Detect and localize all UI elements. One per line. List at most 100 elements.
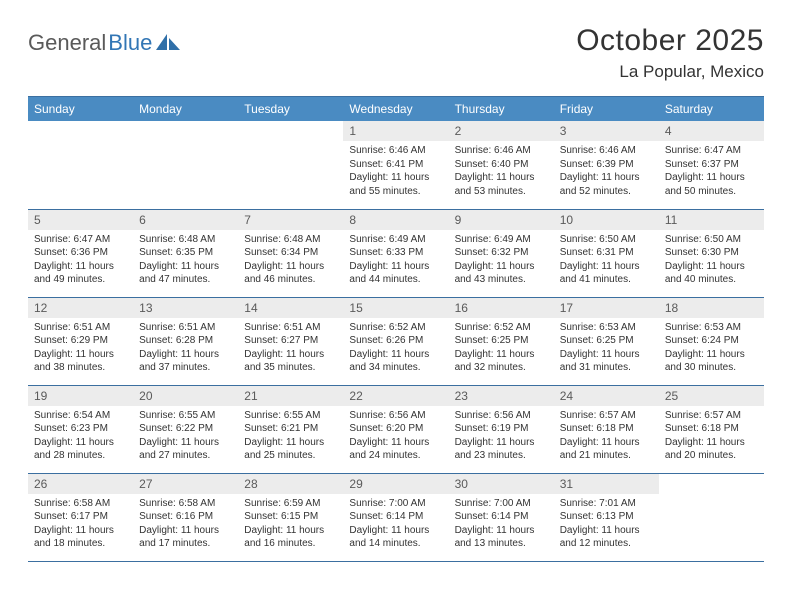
day-number: 14: [238, 298, 343, 318]
day-details: Sunrise: 6:56 AMSunset: 6:19 PMDaylight:…: [449, 406, 554, 467]
day-details: Sunrise: 6:48 AMSunset: 6:34 PMDaylight:…: [238, 230, 343, 291]
day-details: Sunrise: 6:52 AMSunset: 6:26 PMDaylight:…: [343, 318, 448, 379]
calendar-table: Sunday Monday Tuesday Wednesday Thursday…: [28, 96, 764, 562]
day-number: 13: [133, 298, 238, 318]
brand-word2: Blue: [108, 30, 152, 56]
sunset-line: Sunset: 6:33 PM: [349, 246, 442, 260]
day-details: Sunrise: 6:55 AMSunset: 6:21 PMDaylight:…: [238, 406, 343, 467]
day-number: [133, 121, 238, 127]
sunrise-line: Sunrise: 6:54 AM: [34, 409, 127, 423]
daylight-line: Daylight: 11 hours and 34 minutes.: [349, 348, 442, 375]
daylight-line: Daylight: 11 hours and 31 minutes.: [560, 348, 653, 375]
calendar-cell: 26Sunrise: 6:58 AMSunset: 6:17 PMDayligh…: [28, 473, 133, 561]
daylight-line: Daylight: 11 hours and 27 minutes.: [139, 436, 232, 463]
weekday-heading: Wednesday: [343, 97, 448, 122]
calendar-week-row: 12Sunrise: 6:51 AMSunset: 6:29 PMDayligh…: [28, 297, 764, 385]
calendar-cell: 22Sunrise: 6:56 AMSunset: 6:20 PMDayligh…: [343, 385, 448, 473]
sunset-line: Sunset: 6:14 PM: [349, 510, 442, 524]
sunset-line: Sunset: 6:29 PM: [34, 334, 127, 348]
daylight-line: Daylight: 11 hours and 13 minutes.: [455, 524, 548, 551]
weekday-heading: Sunday: [28, 97, 133, 122]
daylight-line: Daylight: 11 hours and 12 minutes.: [560, 524, 653, 551]
day-details: Sunrise: 6:46 AMSunset: 6:40 PMDaylight:…: [449, 141, 554, 202]
sunrise-line: Sunrise: 6:49 AM: [455, 233, 548, 247]
day-number: 19: [28, 386, 133, 406]
calendar-week-row: 5Sunrise: 6:47 AMSunset: 6:36 PMDaylight…: [28, 209, 764, 297]
day-number: 23: [449, 386, 554, 406]
sunrise-line: Sunrise: 6:55 AM: [139, 409, 232, 423]
calendar-cell: 18Sunrise: 6:53 AMSunset: 6:24 PMDayligh…: [659, 297, 764, 385]
sunrise-line: Sunrise: 6:58 AM: [34, 497, 127, 511]
day-details: Sunrise: 6:51 AMSunset: 6:28 PMDaylight:…: [133, 318, 238, 379]
day-details: Sunrise: 6:53 AMSunset: 6:25 PMDaylight:…: [554, 318, 659, 379]
calendar-cell: 2Sunrise: 6:46 AMSunset: 6:40 PMDaylight…: [449, 121, 554, 209]
sunset-line: Sunset: 6:15 PM: [244, 510, 337, 524]
daylight-line: Daylight: 11 hours and 32 minutes.: [455, 348, 548, 375]
sunrise-line: Sunrise: 6:47 AM: [665, 144, 758, 158]
calendar-cell: 23Sunrise: 6:56 AMSunset: 6:19 PMDayligh…: [449, 385, 554, 473]
day-number: 5: [28, 210, 133, 230]
day-number: 11: [659, 210, 764, 230]
sunrise-line: Sunrise: 6:46 AM: [455, 144, 548, 158]
daylight-line: Daylight: 11 hours and 23 minutes.: [455, 436, 548, 463]
daylight-line: Daylight: 11 hours and 38 minutes.: [34, 348, 127, 375]
sunrise-line: Sunrise: 6:49 AM: [349, 233, 442, 247]
sunset-line: Sunset: 6:21 PM: [244, 422, 337, 436]
daylight-line: Daylight: 11 hours and 46 minutes.: [244, 260, 337, 287]
sunset-line: Sunset: 6:41 PM: [349, 158, 442, 172]
day-number: [659, 474, 764, 480]
day-number: 2: [449, 121, 554, 141]
day-number: 30: [449, 474, 554, 494]
daylight-line: Daylight: 11 hours and 25 minutes.: [244, 436, 337, 463]
sail-icon: [156, 34, 180, 52]
day-details: Sunrise: 6:49 AMSunset: 6:33 PMDaylight:…: [343, 230, 448, 291]
sunset-line: Sunset: 6:32 PM: [455, 246, 548, 260]
sunrise-line: Sunrise: 6:53 AM: [560, 321, 653, 335]
daylight-line: Daylight: 11 hours and 17 minutes.: [139, 524, 232, 551]
calendar-cell: 20Sunrise: 6:55 AMSunset: 6:22 PMDayligh…: [133, 385, 238, 473]
sunrise-line: Sunrise: 6:56 AM: [455, 409, 548, 423]
day-details: Sunrise: 6:51 AMSunset: 6:29 PMDaylight:…: [28, 318, 133, 379]
daylight-line: Daylight: 11 hours and 53 minutes.: [455, 171, 548, 198]
weekday-heading: Saturday: [659, 97, 764, 122]
sunset-line: Sunset: 6:26 PM: [349, 334, 442, 348]
daylight-line: Daylight: 11 hours and 44 minutes.: [349, 260, 442, 287]
calendar-cell: 21Sunrise: 6:55 AMSunset: 6:21 PMDayligh…: [238, 385, 343, 473]
title-block: October 2025 La Popular, Mexico: [576, 24, 764, 82]
sunset-line: Sunset: 6:36 PM: [34, 246, 127, 260]
day-number: 8: [343, 210, 448, 230]
brand-word1: General: [28, 30, 106, 56]
day-number: 20: [133, 386, 238, 406]
day-details: Sunrise: 6:49 AMSunset: 6:32 PMDaylight:…: [449, 230, 554, 291]
calendar-cell: 3Sunrise: 6:46 AMSunset: 6:39 PMDaylight…: [554, 121, 659, 209]
sunrise-line: Sunrise: 6:48 AM: [244, 233, 337, 247]
day-details: Sunrise: 6:55 AMSunset: 6:22 PMDaylight:…: [133, 406, 238, 467]
location-label: La Popular, Mexico: [576, 62, 764, 82]
day-details: Sunrise: 6:56 AMSunset: 6:20 PMDaylight:…: [343, 406, 448, 467]
calendar-page: GeneralBlue October 2025 La Popular, Mex…: [0, 0, 792, 582]
day-number: 15: [343, 298, 448, 318]
sunrise-line: Sunrise: 6:52 AM: [349, 321, 442, 335]
daylight-line: Daylight: 11 hours and 20 minutes.: [665, 436, 758, 463]
calendar-cell: 17Sunrise: 6:53 AMSunset: 6:25 PMDayligh…: [554, 297, 659, 385]
calendar-cell: 7Sunrise: 6:48 AMSunset: 6:34 PMDaylight…: [238, 209, 343, 297]
day-number: 6: [133, 210, 238, 230]
calendar-cell: 24Sunrise: 6:57 AMSunset: 6:18 PMDayligh…: [554, 385, 659, 473]
sunrise-line: Sunrise: 6:46 AM: [349, 144, 442, 158]
sunrise-line: Sunrise: 6:51 AM: [139, 321, 232, 335]
sunrise-line: Sunrise: 6:50 AM: [665, 233, 758, 247]
calendar-cell: 31Sunrise: 7:01 AMSunset: 6:13 PMDayligh…: [554, 473, 659, 561]
day-details: Sunrise: 6:58 AMSunset: 6:16 PMDaylight:…: [133, 494, 238, 555]
sunrise-line: Sunrise: 6:57 AM: [665, 409, 758, 423]
calendar-head: Sunday Monday Tuesday Wednesday Thursday…: [28, 97, 764, 122]
sunset-line: Sunset: 6:13 PM: [560, 510, 653, 524]
weekday-heading: Tuesday: [238, 97, 343, 122]
day-details: Sunrise: 6:46 AMSunset: 6:39 PMDaylight:…: [554, 141, 659, 202]
calendar-cell: 1Sunrise: 6:46 AMSunset: 6:41 PMDaylight…: [343, 121, 448, 209]
sunset-line: Sunset: 6:39 PM: [560, 158, 653, 172]
daylight-line: Daylight: 11 hours and 40 minutes.: [665, 260, 758, 287]
sunset-line: Sunset: 6:35 PM: [139, 246, 232, 260]
calendar-cell: 25Sunrise: 6:57 AMSunset: 6:18 PMDayligh…: [659, 385, 764, 473]
weekday-heading: Thursday: [449, 97, 554, 122]
daylight-line: Daylight: 11 hours and 47 minutes.: [139, 260, 232, 287]
